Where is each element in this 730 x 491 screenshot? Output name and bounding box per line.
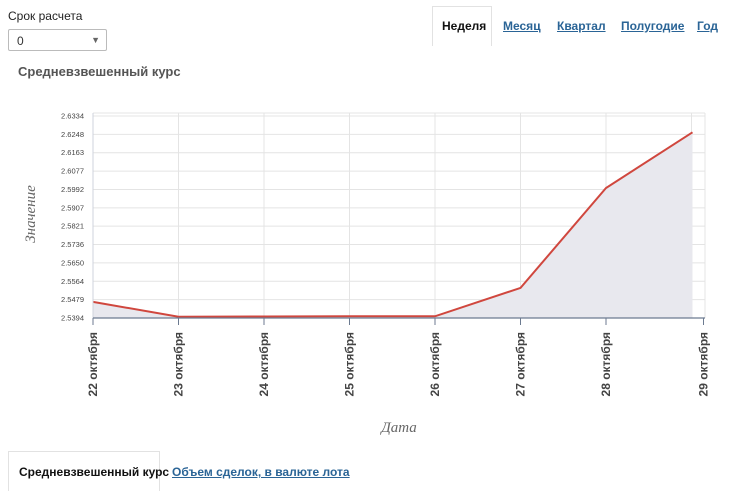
term-select[interactable]: 0 ▼	[8, 29, 107, 51]
chart-title: Средневзвешенный курс	[18, 64, 181, 79]
y-tick-label: 2.5564	[61, 277, 84, 286]
series-line	[92, 131, 694, 318]
y-tick-label: 2.5821	[61, 222, 84, 231]
x-tick-label: 26 октября	[428, 332, 442, 396]
tab-half-year[interactable]: Полугодие	[621, 19, 685, 33]
term-label: Срок расчета	[8, 9, 83, 23]
rate-chart: 2.6334 2.6248 2.6163 2.6077 2.5992 2.5907 2.58…	[23, 112, 711, 437]
y-tick-label: 2.6077	[61, 167, 84, 176]
active-tab-frame	[432, 6, 492, 46]
tab-weighted-rate[interactable]: Средневзвешенный курс	[19, 465, 170, 479]
x-tick-label: 22 октября	[86, 332, 100, 396]
bottom-tab-frame	[8, 451, 160, 491]
chevron-down-icon: ▼	[91, 35, 100, 45]
tab-quarter[interactable]: Квартал	[557, 19, 606, 33]
x-tick-label: 27 октября	[514, 332, 528, 396]
y-tick-label: 2.5479	[61, 295, 84, 304]
x-tick-label: 23 октября	[172, 332, 186, 396]
x-tick-label: 28 октября	[599, 332, 613, 396]
series-area	[93, 132, 693, 318]
y-tick-label: 2.5736	[61, 240, 84, 249]
x-tick-label: 29 октября	[697, 332, 711, 396]
y-tick-label: 2.6248	[61, 130, 84, 139]
tab-week[interactable]: Неделя	[442, 19, 487, 33]
tab-month[interactable]: Месяц	[503, 19, 541, 33]
x-axis-title: Дата	[379, 420, 417, 436]
x-tick-label: 25 октября	[343, 332, 357, 396]
x-tick-label: 24 октября	[257, 332, 271, 396]
tab-trade-volume[interactable]: Объем сделок, в валюте лота	[172, 465, 350, 479]
y-tick-label: 2.5907	[61, 203, 84, 212]
y-tick-label: 2.6334	[61, 112, 84, 121]
tab-year[interactable]: Год	[697, 19, 718, 33]
y-axis-title: Значение	[23, 185, 39, 243]
y-tick-label: 2.5394	[61, 314, 84, 323]
y-tick-label: 2.6163	[61, 148, 84, 157]
y-tick-label: 2.5992	[61, 185, 84, 194]
y-tick-label: 2.5650	[61, 258, 84, 267]
term-select-value: 0	[17, 34, 24, 48]
